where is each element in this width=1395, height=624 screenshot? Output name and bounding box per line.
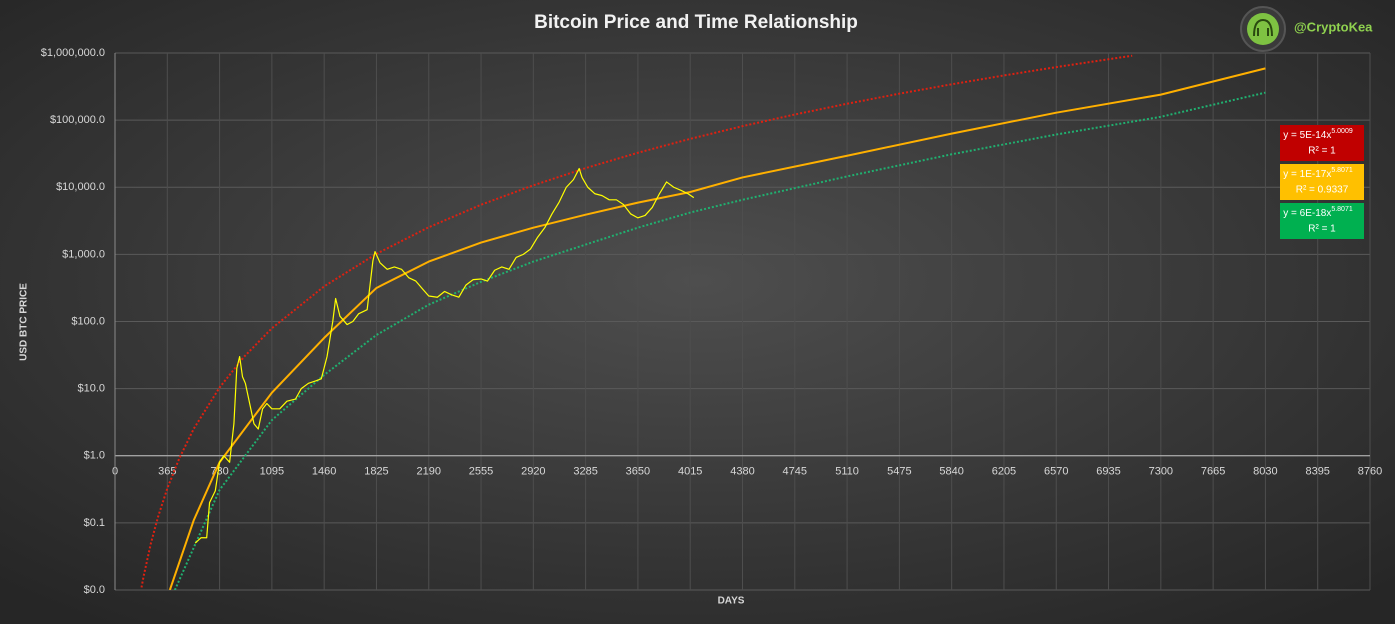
x-tick-label: 6205 (992, 466, 1016, 478)
equation-base: y = 5E-14x (1283, 130, 1331, 141)
x-tick-label: 5475 (887, 466, 911, 478)
trendline-r2: R² = 1 (1308, 146, 1336, 157)
y-tick-label: $10,000.0 (56, 181, 105, 193)
x-tick-label: 8395 (1305, 466, 1329, 478)
x-tick-label: 4745 (783, 466, 807, 478)
x-tick-label: 2190 (417, 466, 441, 478)
equation-exponent: 5.8071 (1331, 167, 1353, 174)
series-line (168, 67, 1266, 590)
logo (1240, 6, 1286, 52)
trendline-equation: y = 1E-17x5.8071 (1283, 167, 1353, 180)
series-line (140, 54, 1133, 588)
trendline-r2: R² = 1 (1308, 224, 1336, 235)
y-tick-label: $100.0 (71, 315, 105, 327)
equation-base: y = 1E-17x (1283, 169, 1331, 180)
handle: @CryptoKea (1294, 19, 1373, 34)
y-tick-label: $1,000.0 (62, 248, 105, 260)
equation-exponent: 5.8071 (1331, 206, 1353, 213)
equation-base: y = 6E-18x (1283, 208, 1331, 219)
y-tick-label: $100,000.0 (50, 114, 105, 126)
y-axis-label: USD BTC PRICE (19, 283, 30, 361)
y-tick-label: $0.0 (84, 584, 105, 596)
x-tick-label: 1825 (364, 466, 388, 478)
equation-exponent: 5.0009 (1331, 128, 1353, 135)
x-tick-label: 2920 (521, 466, 545, 478)
series-line (173, 91, 1266, 590)
trendline-r2: R² = 0.9337 (1296, 185, 1349, 196)
x-tick-label: 3650 (626, 466, 650, 478)
x-tick-label: 1460 (312, 466, 336, 478)
y-tick-label: $1,000,000.0 (41, 47, 105, 59)
x-tick-label: 4380 (730, 466, 754, 478)
y-tick-label: $10.0 (77, 383, 105, 395)
x-tick-label: 6570 (1044, 466, 1068, 478)
trendline-box (1280, 125, 1364, 161)
x-tick-label: 8760 (1358, 466, 1382, 478)
x-tick-label: 5840 (939, 466, 963, 478)
x-tick-label: 7665 (1201, 466, 1225, 478)
x-tick-label: 7300 (1149, 466, 1173, 478)
x-tick-label: 1095 (260, 466, 284, 478)
series-line (194, 167, 695, 544)
x-tick-label: 8030 (1253, 466, 1277, 478)
y-tick-label: $0.1 (84, 517, 105, 529)
chart-title: Bitcoin Price and Time Relationship (534, 12, 858, 33)
x-tick-label: 5110 (835, 466, 859, 478)
y-tick-label: $1.0 (84, 450, 105, 462)
x-axis-label: DAYS (718, 596, 745, 607)
trendline-box (1280, 164, 1364, 200)
trendline-equation: y = 5E-14x5.0009 (1283, 128, 1353, 141)
x-tick-label: 6935 (1096, 466, 1120, 478)
x-tick-label: 4015 (678, 466, 702, 478)
x-tick-label: 2555 (469, 466, 493, 478)
trendline-equation: y = 6E-18x5.8071 (1283, 206, 1353, 219)
x-tick-label: 3285 (573, 466, 597, 478)
trendline-box (1280, 203, 1364, 239)
